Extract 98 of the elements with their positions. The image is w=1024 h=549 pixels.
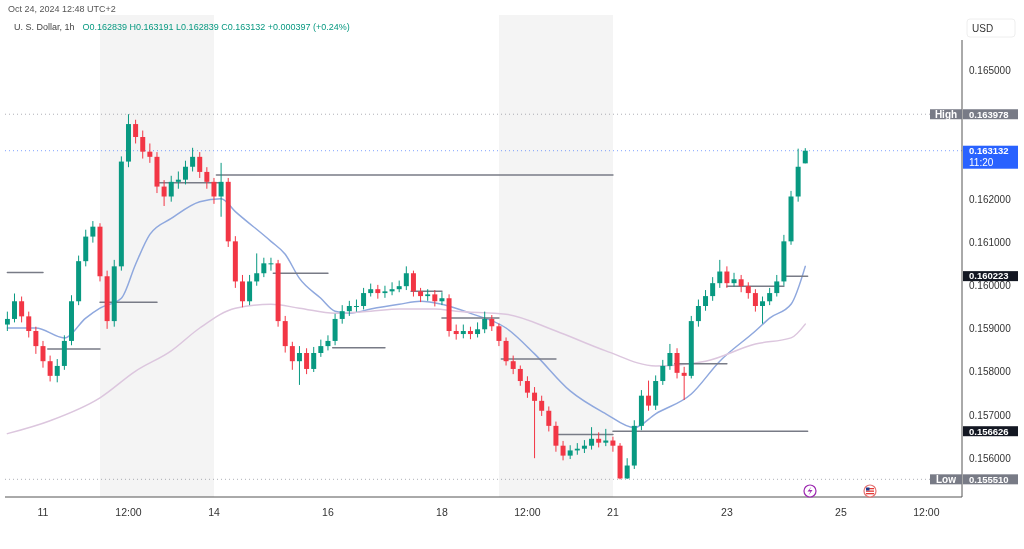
x-tick-label: 14	[208, 506, 220, 518]
candlestick	[403, 265, 409, 291]
x-tick-label: 23	[721, 506, 733, 518]
candlestick	[296, 345, 302, 386]
candlestick	[140, 130, 146, 160]
candlestick	[168, 175, 174, 203]
candlestick	[26, 311, 32, 338]
candlestick	[33, 326, 39, 355]
y-axis-title: USD	[972, 22, 994, 34]
candlestick	[760, 296, 766, 325]
x-tick-label: 21	[607, 506, 619, 518]
candlestick	[175, 171, 181, 190]
candlestick	[197, 151, 203, 179]
chart-title: U. S. Dollar, 1h	[14, 22, 75, 32]
candlestick	[546, 405, 552, 432]
candlestick	[510, 355, 516, 375]
ref-line-label: High	[934, 108, 958, 120]
candlestick	[182, 160, 188, 185]
candlestick	[517, 365, 523, 387]
y-tick-label: 0.160223	[969, 270, 1009, 282]
candlestick	[389, 281, 395, 296]
candlestick	[47, 355, 53, 382]
candlestick	[325, 334, 331, 351]
candlestick	[752, 288, 758, 313]
candlestick	[54, 358, 60, 383]
candlestick	[382, 285, 388, 299]
candlestick	[190, 147, 196, 172]
candlestick	[439, 291, 445, 306]
y-tick-label: 0.160000	[969, 280, 1012, 292]
chart-subtitle: O0.162839 H0.163191 L0.162839 C0.163132 +0.000397 (+0.24%)	[82, 22, 350, 32]
y-tick-label: 0.156000	[969, 452, 1012, 464]
text: 11:20	[969, 157, 994, 169]
candlestick	[304, 347, 310, 375]
candlestick	[681, 366, 687, 401]
candlestick	[553, 421, 559, 453]
candlestick	[774, 274, 780, 298]
y-tick-label: 0.163978	[969, 108, 1009, 120]
candlestick	[218, 162, 224, 218]
candlestick	[247, 274, 253, 306]
candlestick	[624, 457, 630, 480]
candlestick	[147, 142, 153, 164]
y-tick-label: 0.155510	[969, 473, 1009, 485]
candlestick	[5, 311, 10, 332]
x-tick-label: 12:00	[514, 506, 541, 518]
x-tick-label: 25	[835, 506, 847, 518]
candlestick	[289, 341, 295, 371]
candlestick	[660, 359, 666, 386]
candlestick	[204, 166, 210, 190]
y-tick-label: 0.158000	[969, 366, 1012, 378]
candlestick	[695, 299, 701, 328]
candlestick	[710, 276, 716, 302]
y-tick-label: 0.156626	[969, 425, 1009, 437]
candlestick	[332, 313, 338, 346]
candlestick	[353, 299, 359, 313]
ref-line-label: Low	[936, 473, 957, 485]
y-tick-label: 0.163132	[969, 145, 1009, 157]
candlestick	[482, 311, 488, 334]
candlestick	[610, 436, 616, 453]
x-tick-label: 16	[322, 506, 334, 518]
candlestick	[646, 380, 652, 412]
y-tick-label: 0.165000	[969, 64, 1012, 76]
candlestick	[161, 179, 167, 207]
candlestick	[12, 293, 17, 323]
candlestick	[539, 395, 545, 417]
candlestick	[410, 270, 416, 298]
candlestick	[724, 265, 730, 289]
candlestick	[261, 257, 267, 278]
candlestick	[239, 274, 245, 308]
candlestick	[503, 336, 509, 366]
candlestick	[19, 296, 25, 323]
x-tick-label: 12:00	[115, 506, 142, 518]
text: Oct 24, 2024 12:48 UTC+2	[8, 4, 116, 14]
candlestick	[717, 259, 723, 289]
y-tick-label: 0.162000	[969, 194, 1012, 206]
candlestick	[667, 343, 673, 371]
candlestick	[560, 440, 566, 461]
candlestick	[90, 220, 96, 244]
candlestick	[496, 323, 502, 347]
candlestick	[589, 426, 595, 451]
candlestick	[339, 304, 345, 325]
candlestick	[254, 252, 260, 287]
candlestick	[211, 177, 217, 205]
candlestick	[703, 289, 709, 312]
x-tick-label: 12:00	[913, 506, 940, 518]
candlestick	[674, 347, 680, 379]
candlestick	[731, 272, 737, 288]
y-tick-label: 0.159000	[969, 323, 1012, 335]
candlestick	[532, 386, 538, 459]
candlestick	[361, 287, 367, 310]
y-tick-label: 0.161000	[969, 237, 1012, 249]
line-series	[6, 303, 807, 435]
candlestick	[524, 375, 530, 399]
x-tick-label: 18	[436, 506, 448, 518]
x-tick-label: 11	[37, 506, 49, 518]
candlestick	[311, 346, 317, 373]
candlestick	[268, 257, 274, 272]
candlestick	[133, 119, 139, 144]
y-tick-label: 0.157000	[969, 409, 1012, 421]
